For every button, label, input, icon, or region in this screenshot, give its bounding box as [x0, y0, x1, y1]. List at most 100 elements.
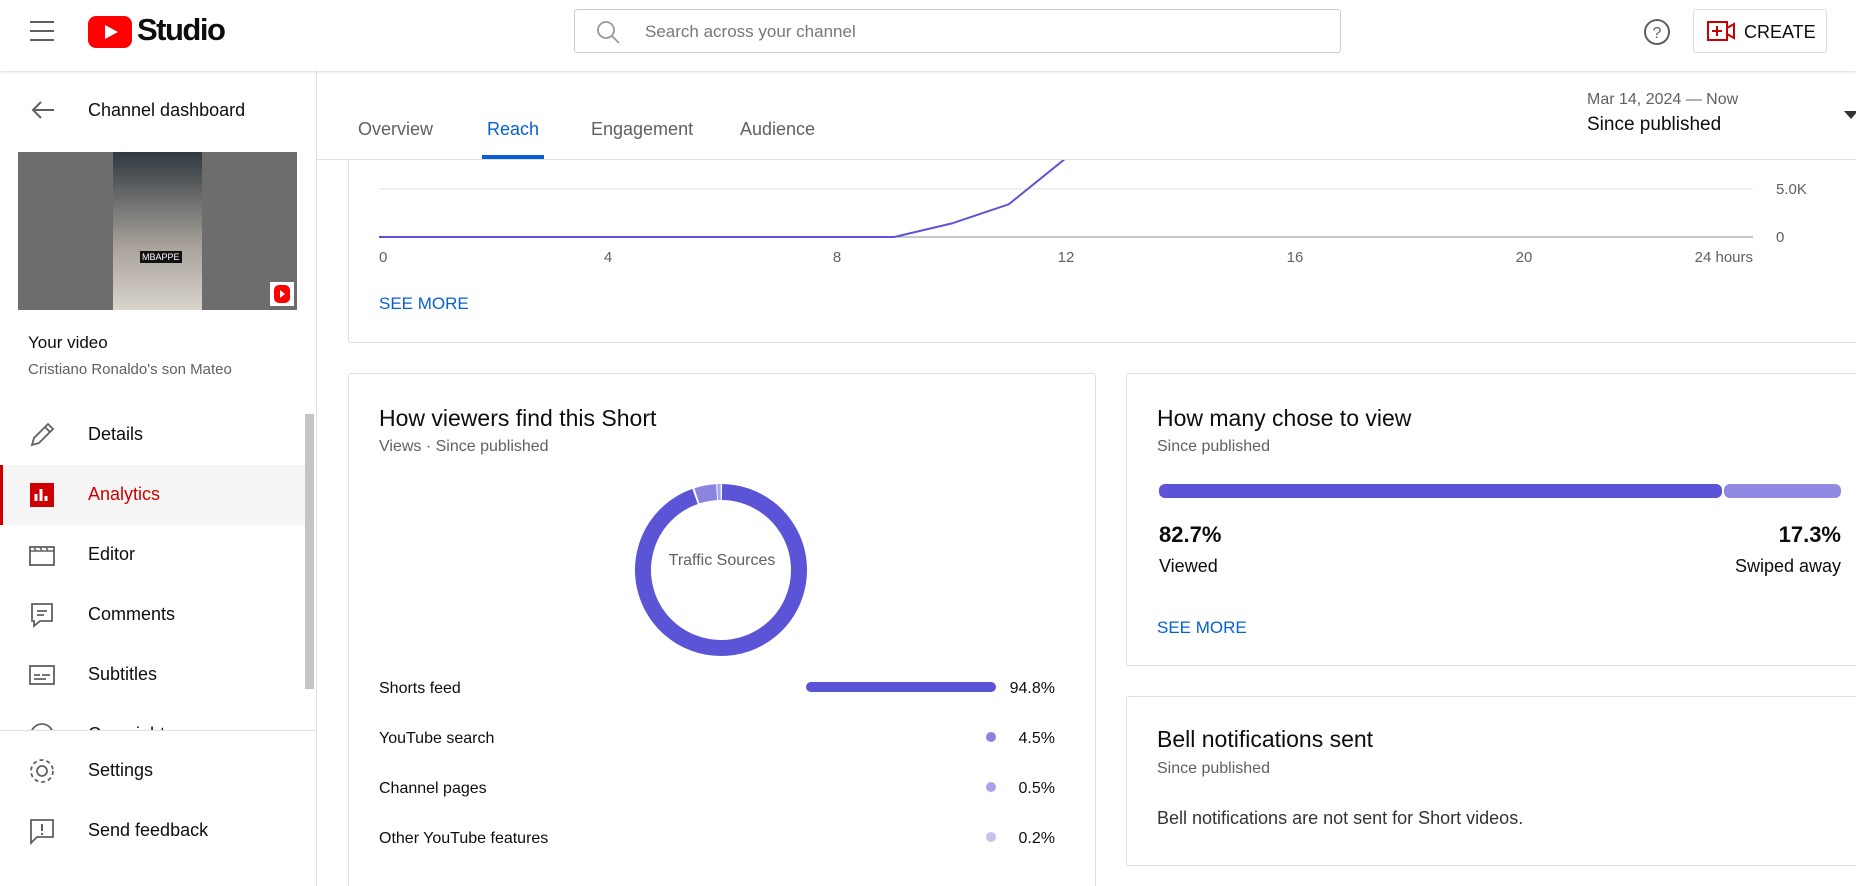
menu-label: Comments — [88, 604, 176, 624]
source-label: Channel pages — [379, 780, 487, 797]
menu-label: Analytics — [88, 484, 161, 504]
create-label: CREATE — [1744, 22, 1816, 42]
view-percent: 82.7% — [1159, 522, 1221, 547]
menu-item[interactable]: Subtitles — [0, 645, 305, 705]
menu-item[interactable]: Settings — [88, 760, 154, 780]
source-value: 94.8% — [1010, 680, 1055, 697]
tab[interactable]: Reach — [487, 119, 540, 139]
menu-icon — [31, 603, 53, 628]
card-title: Bell notifications sent — [1157, 726, 1374, 752]
tab[interactable]: Engagement — [591, 119, 694, 139]
source-label: YouTube search — [379, 730, 494, 747]
donut-segment — [694, 484, 718, 504]
logo-icon[interactable] — [88, 16, 132, 48]
selected-indicator — [0, 465, 3, 525]
source-dot — [986, 782, 996, 792]
scrollbar — [305, 414, 314, 689]
menu-item[interactable]: Copyright — [0, 705, 305, 730]
create-icon — [1707, 21, 1735, 41]
source-label: Shorts feed — [379, 680, 461, 697]
back-label[interactable]: Channel dashboard — [88, 100, 246, 120]
menu-icon — [30, 422, 55, 447]
divider — [0, 730, 317, 731]
view-bar — [1724, 484, 1841, 498]
view-category: Swiped away — [1735, 556, 1841, 576]
thumbnail[interactable]: MBAPPE — [18, 152, 297, 310]
menu-item[interactable]: Editor — [0, 525, 305, 585]
back-arrow[interactable] — [30, 99, 56, 121]
logo-text[interactable]: Studio — [137, 12, 226, 47]
tab[interactable]: Overview — [358, 119, 434, 139]
help-button[interactable]: ? — [1643, 18, 1671, 46]
donut-segment — [635, 484, 807, 656]
view-percent: 17.3% — [1779, 522, 1841, 547]
menu-label: Editor — [88, 544, 136, 564]
choose-chart: 82.7% Viewed 17.3% Swiped away — [1159, 484, 1841, 576]
feedback-icon — [30, 819, 54, 845]
source-label: Other YouTube features — [379, 830, 548, 847]
header: Studio Search across your channel ? CREA… — [0, 0, 1856, 71]
menu-label: Copyright — [88, 724, 165, 730]
create-button[interactable]: CREATE — [1693, 9, 1827, 53]
video-title: Cristiano Ronaldo's son Mateo — [28, 361, 232, 378]
bell-message: Bell notifications are not sent for Shor… — [1157, 808, 1524, 828]
x-tick-label: 4 — [604, 249, 612, 266]
view-bar — [1159, 484, 1723, 498]
menu-item[interactable]: Analytics — [0, 465, 305, 525]
views-chart: 0 5.0K 0 4 8 12 16 20 24 hours — [379, 160, 1807, 266]
source-dot — [986, 732, 996, 742]
source-value: 4.5% — [1019, 730, 1055, 747]
y-tick-label: 5.0K — [1776, 181, 1807, 198]
thumbnail-caption: MBAPPE — [140, 251, 182, 263]
sidebar: Channel dashboard MBAPPE Your video Cris… — [0, 71, 317, 886]
card-subtitle: Since published — [1157, 438, 1270, 455]
menu-button[interactable] — [30, 19, 56, 43]
menu-item[interactable]: Send feedback — [88, 820, 209, 840]
your-video-label: Your video — [28, 333, 108, 352]
donut-label: Traffic Sources — [668, 552, 776, 569]
menu-icon — [29, 546, 55, 566]
menu-item[interactable]: Details — [0, 405, 305, 465]
search-placeholder: Search across your channel — [645, 22, 856, 41]
search-icon — [597, 21, 620, 44]
menu-list: Details Analytics Editor Comments Subtitles C… — [0, 405, 305, 730]
see-more[interactable]: SEE MORE — [1157, 618, 1247, 637]
x-tick-label: 24 hours — [1695, 249, 1753, 266]
menu-item[interactable]: Comments — [0, 585, 305, 645]
see-more[interactable]: SEE MORE — [379, 294, 469, 313]
search-box[interactable]: Search across your channel — [574, 9, 1341, 53]
x-tick-label: 12 — [1058, 249, 1075, 266]
tab[interactable]: Audience — [740, 119, 816, 139]
source-bar — [806, 682, 996, 692]
menu-icon — [31, 723, 53, 730]
menu-label: Details — [88, 424, 144, 444]
y-tick-label: 0 — [1776, 229, 1784, 246]
x-tick-label: 20 — [1516, 249, 1533, 266]
x-tick-label: 16 — [1287, 249, 1304, 266]
bell-card: Bell notifications sent Since published … — [1126, 696, 1856, 866]
view-category: Viewed — [1159, 556, 1218, 576]
menu-icon — [30, 483, 54, 507]
thumbnail-frame — [113, 152, 202, 310]
svg-text:?: ? — [1653, 25, 1662, 42]
traffic-chart: Shorts feed 94.8% YouTube search 4.5% Channe… — [379, 483, 1055, 847]
shorts-badge — [270, 282, 294, 306]
tab-underline — [482, 155, 544, 159]
dropdown-arrow[interactable] — [1844, 111, 1856, 121]
card-title: How many chose to view — [1157, 405, 1412, 431]
card-subtitle: Since published — [1157, 760, 1270, 777]
menu-icon — [29, 665, 55, 685]
date-label[interactable]: Since published — [1587, 114, 1722, 135]
card-subtitle: Views · Since published — [379, 438, 549, 455]
card-title: How viewers find this Short — [379, 405, 657, 431]
source-value: 0.2% — [1019, 830, 1055, 847]
settings-icon — [30, 759, 54, 783]
views-line — [379, 160, 1066, 238]
date-range[interactable]: Mar 14, 2024 — Now — [1587, 91, 1739, 108]
source-value: 0.5% — [1019, 780, 1055, 797]
x-tick-label: 0 — [379, 249, 387, 266]
menu-label: Subtitles — [88, 664, 158, 684]
source-dot — [986, 832, 996, 842]
choose-card: How many chose to view Since published S… — [1126, 373, 1856, 666]
